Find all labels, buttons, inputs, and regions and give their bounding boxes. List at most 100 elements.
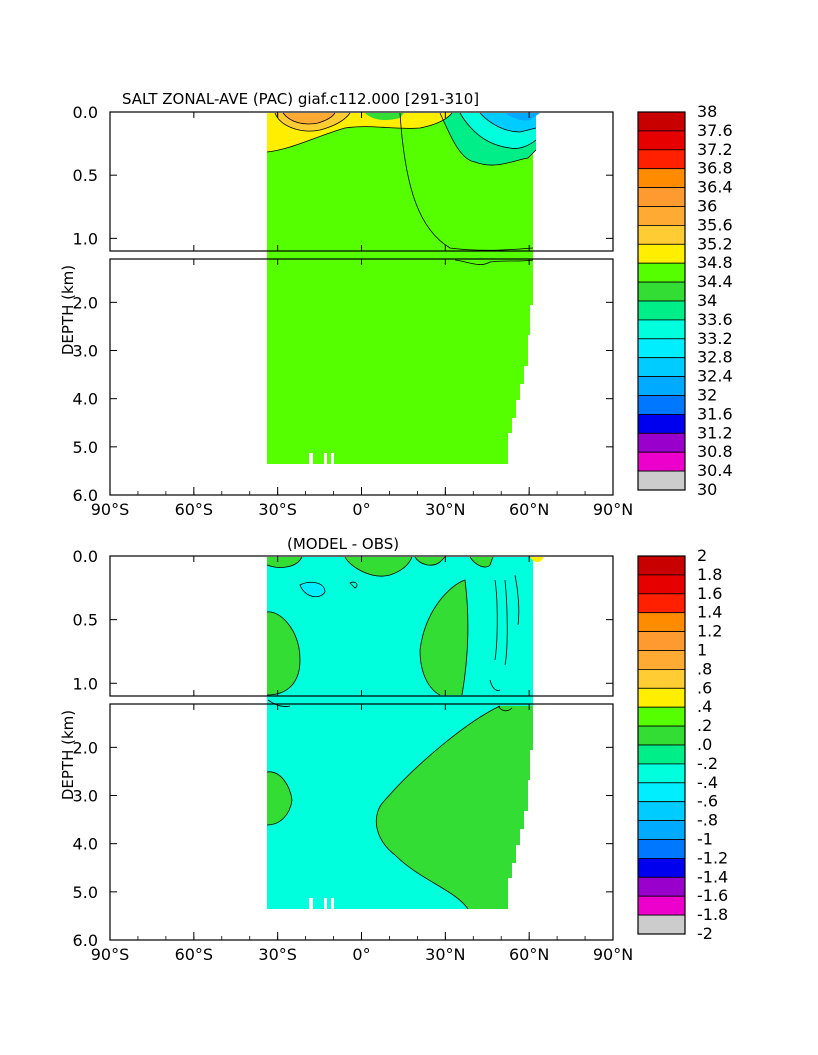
colorbar-label: 37.2 [697,140,733,159]
salinity-contour-356 [282,112,336,125]
colorbar-label: 30.4 [697,461,733,480]
y-tick-label: 2.0 [73,738,98,757]
panel1-colorbar: 3837.637.236.836.43635.635.234.834.43433… [637,102,733,499]
diff-region-south-lobe [267,611,300,695]
colorbar-swatch [637,281,686,302]
panel1-x-axis: 90°S 60°S 30°S 0° 30°N 60°N 90°N [91,112,633,519]
colorbar-swatch [637,319,686,340]
bathymetry-notch [309,898,313,910]
colorbar-swatch [637,782,686,803]
diff-region-surface-4 [470,557,493,568]
colorbar-swatch [637,451,686,472]
colorbar-label: -1.6 [697,886,728,905]
y-tick-label: 6.0 [73,931,98,950]
colorbar-label: -1 [697,830,713,849]
diff-contour [267,679,501,708]
diff-contour [497,705,513,712]
panel2-title: (MODEL - OBS) [287,535,399,553]
colorbar-label: -.2 [697,754,718,773]
diff-region-deep-south [267,771,292,825]
salinity-contour-348 [266,112,453,153]
colorbar-label: 2 [697,546,707,565]
colorbar-frame [637,555,686,935]
colorbar-swatch [637,149,686,170]
diff-contour [266,556,303,568]
colorbar-label: .2 [697,716,712,735]
colorbar-swatch [637,914,686,935]
colorbar-label: 33.6 [697,310,733,329]
colorbar-swatch [637,555,686,576]
y-tick-label: 5.0 [73,883,98,902]
colorbar-label: 34.8 [697,253,733,272]
colorbar-label: .4 [697,697,712,716]
colorbar-label: 36 [697,197,717,216]
diff-contour [266,611,301,696]
colorbar-swatch [637,168,686,188]
panel2-x-axis: 90°S 60°S 30°S 0° 30°N 60°N 90°N [91,556,633,964]
y-tick-label: 3.0 [73,787,98,806]
colorbar-swatch [637,593,686,614]
y-tick-label: 0.0 [73,103,98,122]
colorbar-label: 1 [697,641,707,660]
colorbar-label: 32.4 [697,367,733,386]
colorbar-swatch [637,839,686,859]
colorbar-label: 30 [697,480,717,499]
colorbar-swatch [637,725,686,746]
colorbar-label: 34 [697,291,717,310]
panel2-y-axis: 0.0 0.5 1.0 2.0 3.0 4.0 5.0 6.0 [73,547,613,950]
colorbar-swatch [637,574,686,595]
colorbar-label: -1.8 [697,905,728,924]
colorbar-swatch [637,300,686,321]
colorbar-swatch [637,650,686,670]
diff-contour [344,556,413,577]
colorbar-label: -2 [697,924,713,943]
diff-contours [266,556,520,910]
panel1-title: SALT ZONAL-AVE (PAC) giaf.c112.000 [291-… [122,90,479,108]
y-tick-label: 2.0 [73,293,98,312]
y-tick-label: 3.0 [73,342,98,361]
colorbar-label: -.6 [697,792,718,811]
x-tick-label: 90°N [593,945,633,964]
colorbar-swatch [637,470,686,491]
colorbar-label: 31.6 [697,404,733,423]
bathymetry-notch [331,898,334,910]
colorbar-swatch [637,612,686,633]
colorbar-swatch [637,801,686,822]
diff-region-deep-positive [376,706,533,909]
salinity-contour-344 [399,112,534,251]
diff-contour [419,579,469,696]
salinity-contour-340 [439,112,537,166]
bathymetry-notch [324,898,327,910]
colorbar-label: 33.2 [697,329,733,348]
x-tick-label: 30°S [258,500,297,519]
salinity-contour-352 [274,112,351,132]
y-tick-label: 1.0 [73,674,98,693]
colorbar-swatch [637,243,686,264]
diff-contour [494,574,520,666]
diff-contour [469,556,494,568]
colorbar-label: 38 [697,102,717,121]
diff-contour [376,705,501,910]
colorbar-label: 35.2 [697,234,733,253]
y-tick-label: 0.5 [73,166,98,185]
panel2-ylabel: DEPTH (km) [59,710,77,800]
colorbar-swatch [637,820,686,840]
colorbar-label: 1.4 [697,603,722,622]
x-tick-label: 30°N [425,945,465,964]
diff-contour [349,581,358,589]
colorbar-label: 34.4 [697,272,733,291]
y-tick-label: 0.5 [73,611,98,630]
diff-contour [266,771,293,826]
colorbar-swatch [637,130,686,151]
colorbar-swatch [637,395,686,415]
panel2-colorbar: 21.81.61.41.21.8.6.4.2.0-.2-.4-.6-.8-1-1… [637,546,728,943]
colorbar-swatch [637,631,686,651]
panel1-field [266,112,540,465]
diff-region-surface-5 [530,557,544,563]
x-tick-label: 60°N [509,500,549,519]
y-tick-label: 0.0 [73,547,98,566]
salinity-contour-336 [459,112,537,149]
colorbar-label: 36.8 [697,159,733,178]
colorbar-swatch [637,206,686,226]
colorbar-swatch [637,687,686,708]
